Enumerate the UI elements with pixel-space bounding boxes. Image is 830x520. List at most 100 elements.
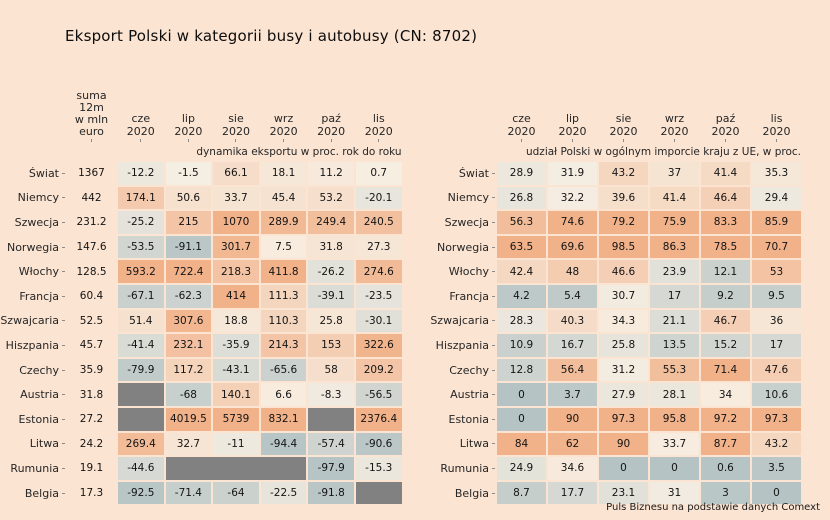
heatmap-cell: 17 xyxy=(752,334,801,357)
heatmap-cell: -25.2 xyxy=(118,211,164,234)
heatmap-cell: 301.7 xyxy=(213,235,259,259)
heatmap-cell: 97.2 xyxy=(701,407,750,431)
heatmap-cell: -20.1 xyxy=(355,186,402,210)
heatmap-cell: 29.4 xyxy=(752,186,801,210)
heatmap-cell: 5739 xyxy=(213,407,259,431)
row-label-text: Norwegia xyxy=(6,240,59,254)
heatmap-cell: 90 xyxy=(548,407,597,431)
heatmap-cell: -23.5 xyxy=(355,284,402,308)
axis-tick-icon xyxy=(492,246,495,248)
axis-tick-icon xyxy=(283,139,285,142)
month-abbr: paź xyxy=(715,112,736,125)
heatmap-cell: -57.4 xyxy=(308,432,354,456)
axis-tick-icon xyxy=(492,295,495,297)
heatmap-cell: 6.6 xyxy=(260,383,307,406)
heatmap-cell: 23.1 xyxy=(599,481,648,505)
month-year: 2020 xyxy=(221,124,250,138)
heatmap-cell: 0 xyxy=(497,407,546,431)
month-year: 2020 xyxy=(558,124,587,138)
month-column-header: wrz 2020 xyxy=(261,112,307,142)
heatmap-cell: 79.2 xyxy=(599,211,648,234)
sum-column-header: suma 12m w mln euro xyxy=(67,90,116,142)
row-label-text: Francja xyxy=(449,289,489,303)
heatmap-cell: 21.1 xyxy=(650,309,699,333)
heatmap-cell: 7.5 xyxy=(260,235,307,259)
row-label-text: Belgia xyxy=(454,486,489,500)
month-column-header: cze 2020 xyxy=(497,112,546,142)
row-label-text: Norwegia xyxy=(436,240,489,254)
heatmap-cell: -94.4 xyxy=(260,432,307,456)
heatmap-cell: 34 xyxy=(701,383,750,406)
heatmap-cell: -64 xyxy=(213,481,259,505)
heatmap-cell: -30.1 xyxy=(355,309,402,333)
heatmap-cell: 2376.4 xyxy=(355,407,402,431)
heatmap-cell: 722.4 xyxy=(165,260,212,283)
heatmap-cell: 9.5 xyxy=(752,284,801,308)
heatmap-cell: 41.4 xyxy=(650,186,699,210)
row-label: Belgia xyxy=(438,482,495,505)
heatmap-cell: 240.5 xyxy=(355,211,402,234)
row-label: Belgia xyxy=(8,482,65,505)
heatmap-export-dynamics: suma 12m w mln euro cze 2020 lip 2020 sie 2020 wrz… xyxy=(0,90,402,505)
axis-tick-icon xyxy=(572,139,573,142)
month-abbr: paź xyxy=(321,112,341,125)
heatmap-cell: 414 xyxy=(213,284,259,308)
row-label-text: Czechy xyxy=(19,363,59,377)
sum-header-line: 12m xyxy=(79,101,104,114)
sum-header-line: w mln xyxy=(74,113,109,126)
axis-tick-icon xyxy=(776,139,777,142)
heatmap-cell: 62 xyxy=(548,432,597,456)
heatmap-cell: -22.5 xyxy=(260,481,307,505)
heatmap-cell: 27.3 xyxy=(355,235,402,259)
month-column-header: lip 2020 xyxy=(166,112,212,142)
source-note: Puls Biznesu na podstawie danych Comext xyxy=(606,502,820,513)
axis-tick-icon xyxy=(492,369,495,371)
sum-value-cell: 60.4 xyxy=(79,290,104,303)
row-label: Rumunia xyxy=(8,457,65,480)
heatmap-cell: 46.6 xyxy=(599,260,648,283)
axis-tick-icon xyxy=(187,139,189,142)
measure-subtitle: dynamika eksportu w proc. rok do roku xyxy=(196,146,402,158)
heatmap-cell: 0 xyxy=(650,457,699,480)
heatmap-cell: 33.7 xyxy=(213,186,259,210)
heatmap-cell: 110.3 xyxy=(260,309,307,333)
heatmap-cell: 83.3 xyxy=(701,211,750,234)
heatmap-cell: 4019.5 xyxy=(165,407,212,431)
axis-tick-icon xyxy=(378,139,380,142)
row-label-text: Czechy xyxy=(449,363,489,377)
heatmap-cell: 69.6 xyxy=(548,235,597,259)
heatmap-cell: -71.4 xyxy=(165,481,212,505)
heatmap-cell: -12.2 xyxy=(118,162,164,185)
heatmap-cell: 34.6 xyxy=(548,457,597,480)
heatmap-cell: 35.3 xyxy=(752,162,801,185)
row-label-text: Hiszpania xyxy=(435,338,489,352)
heatmap-cell-missing xyxy=(308,407,354,431)
heatmap-cell: 56.3 xyxy=(497,211,546,234)
heatmap-cell: 209.2 xyxy=(355,358,402,382)
sum-value-cell: 231.2 xyxy=(76,216,107,229)
heatmap-cell: 33.7 xyxy=(650,432,699,456)
heatmap-cell: 43.2 xyxy=(752,432,801,456)
heatmap-cell: -90.6 xyxy=(355,432,402,456)
heatmap-import-share: cze 2020 lip 2020 sie 2020 wrz 2020 paź 2020 lis 20… xyxy=(430,90,801,505)
heatmap-cell: 25.8 xyxy=(599,334,648,357)
heatmap-cell: -65.6 xyxy=(260,358,307,382)
month-abbr: lis xyxy=(372,112,385,125)
heatmap-cell: -15.3 xyxy=(355,457,402,480)
sum-value-cell: 31.8 xyxy=(79,388,104,401)
row-label-text: Belgia xyxy=(24,486,59,500)
month-year: 2020 xyxy=(660,124,689,138)
heatmap-cell: 322.6 xyxy=(355,334,402,357)
heatmap-cell: -26.2 xyxy=(308,260,354,283)
heatmap-cell: 307.6 xyxy=(165,309,212,333)
heatmap-cell: 42.4 xyxy=(497,260,546,283)
heatmap-cell: 43.2 xyxy=(599,162,648,185)
row-label: Czechy xyxy=(8,359,65,382)
row-label-text: Włochy xyxy=(18,265,59,279)
heatmap-cell: -8.3 xyxy=(308,383,354,406)
month-abbr: wrz xyxy=(664,112,685,125)
heatmap-cell: 249.4 xyxy=(308,211,354,234)
heatmap-cell: 26.8 xyxy=(497,186,546,210)
heatmap-cell: 0 xyxy=(599,457,648,480)
